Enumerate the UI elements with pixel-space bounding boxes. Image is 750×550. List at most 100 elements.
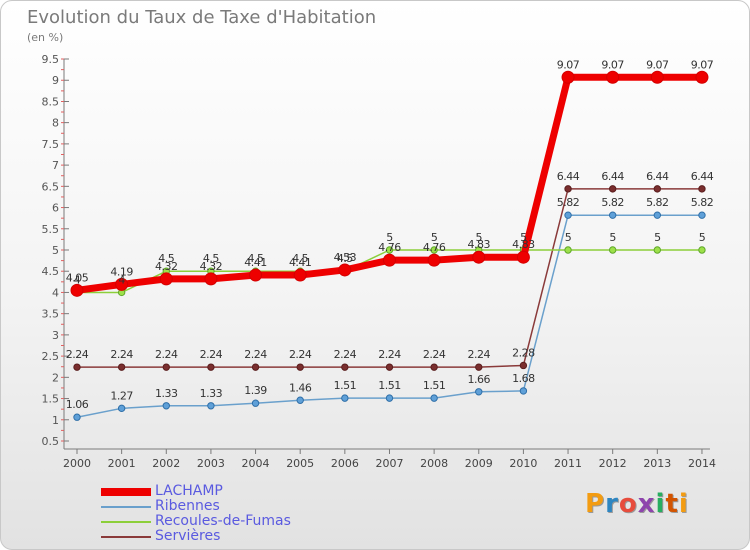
data-label: 6.44 [557, 170, 580, 183]
data-label: 5.82 [601, 196, 624, 209]
data-point [698, 185, 706, 193]
x-tick-label: 2006 [331, 457, 359, 470]
data-label: 2.24 [468, 348, 491, 361]
y-tick-label: 9.5 [42, 53, 60, 66]
x-tick-label: 2000 [63, 457, 91, 470]
data-label: 1.06 [66, 398, 89, 411]
data-point [561, 70, 575, 84]
data-label: 1.27 [110, 389, 133, 402]
x-tick-label: 2005 [286, 457, 314, 470]
data-label: 5 [386, 231, 393, 244]
y-tick-label: 2.5 [42, 350, 60, 363]
data-point [475, 388, 483, 396]
data-point [73, 363, 81, 371]
data-label: 5 [609, 231, 616, 244]
y-tick-label: 4.5 [42, 265, 60, 278]
x-tick-label: 2010 [509, 457, 537, 470]
data-label: 2.24 [110, 348, 133, 361]
data-label: 1.66 [468, 373, 491, 386]
data-label: 1.68 [512, 372, 535, 385]
data-label: 1.51 [423, 379, 446, 392]
data-point [296, 396, 304, 404]
data-point [159, 272, 173, 286]
data-label: 4.05 [66, 271, 89, 284]
data-point [251, 363, 260, 371]
data-label: 4.53 [334, 251, 357, 264]
data-label: 4.83 [512, 238, 535, 251]
legend-swatch [101, 506, 151, 508]
data-point [608, 185, 617, 193]
x-tick-label: 2002 [152, 457, 180, 470]
data-point [427, 253, 441, 267]
data-point [162, 363, 170, 371]
data-point [564, 185, 572, 193]
data-label: 5 [654, 231, 661, 244]
data-label: 2.24 [244, 348, 267, 361]
data-point [385, 363, 394, 371]
data-label: 5.82 [691, 196, 714, 209]
legend-label: Recoules-de-Fumas [155, 513, 291, 529]
data-point [650, 70, 664, 84]
data-label: 9.07 [601, 58, 624, 71]
data-point [117, 363, 126, 371]
data-point [653, 211, 662, 219]
data-point [653, 185, 662, 193]
y-tick-label: 4 [52, 286, 59, 299]
data-label: 4.76 [423, 241, 446, 254]
data-label: 4.32 [155, 260, 178, 273]
data-point [115, 277, 129, 291]
data-label: 4.5 [203, 252, 219, 265]
data-label: 4.76 [378, 241, 401, 254]
data-label: 4.5 [248, 252, 264, 265]
data-label: 4.41 [289, 256, 312, 269]
data-point [207, 363, 215, 371]
data-point [293, 268, 307, 282]
data-point [296, 363, 304, 371]
y-tick-labels: 0.5 1 1.5 2 2.5 3 3.5 4 4.5 5 5.5 6 6.5 7 7.5 8 8.5 9 9.5 [42, 53, 69, 448]
data-label: 6.44 [601, 170, 624, 183]
y-tick-label: 7 [52, 159, 59, 172]
y-tick-label: 3 [52, 329, 59, 342]
data-label: 2.24 [423, 348, 446, 361]
data-label: 4 [118, 273, 125, 286]
y-tick-label: 5.5 [42, 223, 60, 236]
data-point [606, 70, 620, 84]
y-tick-label: 1 [52, 414, 59, 427]
x-tick-label: 2014 [688, 457, 716, 470]
series-ribennes [73, 211, 706, 421]
data-label: 5.82 [557, 196, 580, 209]
data-point [430, 394, 438, 402]
data-point [519, 387, 528, 395]
data-point [430, 363, 438, 371]
data-label: 5 [520, 231, 527, 244]
legend-swatch [101, 536, 151, 538]
data-point [382, 253, 396, 267]
series-lachamp [70, 70, 709, 297]
y-tick-label: 7.5 [42, 138, 60, 151]
y-tick-label: 8 [52, 117, 59, 130]
data-point [472, 250, 486, 264]
data-point [117, 404, 126, 413]
data-label: 1.33 [200, 387, 223, 400]
data-point [695, 70, 709, 84]
data-label: 1.39 [244, 384, 267, 397]
data-label: 2.28 [512, 346, 535, 359]
data-point [698, 211, 706, 219]
x-tick-label: 2011 [554, 457, 582, 470]
data-label: 5 [431, 231, 438, 244]
y-tick-label: 2 [52, 371, 59, 384]
data-label: 2.24 [155, 348, 178, 361]
x-tick-labels: 2000 2001 2002 2003 2004 2005 2006 2007 2008 2009… [63, 449, 716, 470]
data-point [70, 283, 84, 297]
data-label: 9.07 [646, 58, 669, 71]
data-point [608, 211, 617, 219]
data-point [341, 363, 349, 371]
x-tick-label: 2003 [197, 457, 225, 470]
data-point [653, 246, 662, 254]
data-label: 1.46 [289, 381, 312, 394]
legend-swatch [101, 521, 151, 523]
data-point [338, 263, 352, 277]
data-label: 4.32 [200, 260, 223, 273]
